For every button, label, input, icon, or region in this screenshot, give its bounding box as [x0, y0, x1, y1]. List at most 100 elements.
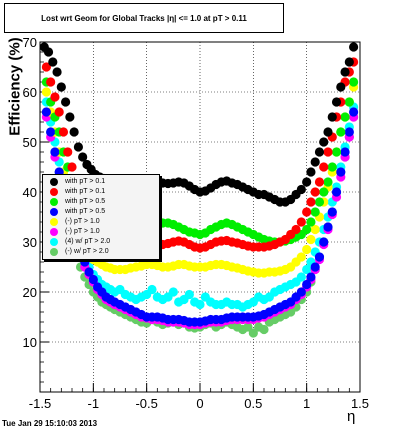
data-point	[340, 112, 350, 122]
data-point	[319, 137, 329, 147]
data-point	[73, 142, 83, 152]
legend-swatch	[50, 248, 58, 256]
data-point	[331, 97, 342, 107]
data-point	[310, 207, 320, 217]
data-point	[319, 162, 329, 172]
data-point	[327, 162, 337, 172]
data-point	[319, 187, 329, 197]
x-tick-label: 0	[196, 396, 203, 411]
legend-label: (-) pT > 1.0	[65, 228, 100, 235]
data-point	[48, 57, 58, 67]
legend-swatch	[50, 178, 58, 186]
data-point	[306, 167, 316, 177]
data-point	[65, 112, 75, 122]
chart-title: Lost wrt Geom for Global Tracks |η| <= 1…	[4, 3, 284, 33]
data-point	[41, 87, 52, 97]
data-point	[63, 147, 73, 157]
data-point	[306, 197, 316, 207]
legend-label: with pT > 0.5	[65, 198, 106, 205]
data-point	[349, 77, 359, 87]
legend-label: with pT > 0.1	[65, 178, 106, 185]
data-point	[323, 222, 333, 232]
data-point	[243, 322, 253, 332]
data-point	[168, 287, 178, 297]
data-point	[184, 289, 194, 300]
axis-ticks: -1.5 -1 -0.5 0 0.5 1 1.5 10 20 30 40 50 60 70	[23, 35, 370, 411]
data-point	[319, 237, 329, 247]
data-point	[310, 157, 320, 167]
data-point	[302, 224, 312, 235]
data-point	[296, 252, 306, 262]
data-point	[195, 299, 205, 310]
data-point	[314, 197, 325, 207]
data-point	[88, 274, 98, 285]
data-point	[56, 82, 66, 92]
legend-swatch	[50, 208, 58, 216]
data-point	[78, 152, 88, 162]
legend: with pT > 0.1 with pT > 0.1 with pT > 0.…	[42, 174, 160, 260]
data-point	[291, 224, 301, 235]
data-point	[248, 328, 258, 338]
data-point	[54, 107, 64, 117]
legend-label: with pT > 0.5	[65, 208, 106, 215]
data-point	[296, 184, 306, 195]
x-tick-label: 1.5	[351, 396, 369, 411]
data-point	[302, 207, 312, 217]
data-points	[39, 42, 359, 338]
x-tick-label: -0.5	[135, 396, 157, 411]
data-point	[344, 127, 354, 137]
legend-swatch	[50, 198, 58, 206]
legend-label: with pT > 0.1	[65, 188, 106, 195]
data-point	[306, 217, 316, 227]
data-point	[314, 252, 325, 262]
legend-swatch	[50, 228, 58, 236]
data-point	[323, 177, 333, 187]
data-point	[349, 42, 359, 52]
data-point	[41, 107, 52, 117]
data-point	[340, 147, 350, 157]
data-point	[336, 127, 346, 137]
data-point	[69, 127, 79, 137]
y-tick-label: 10	[23, 335, 37, 350]
data-point	[336, 167, 346, 177]
data-point	[52, 67, 62, 77]
data-point	[259, 324, 269, 335]
x-tick-label: -1	[88, 396, 100, 411]
data-point	[41, 62, 52, 72]
x-tick-label: 0.5	[244, 396, 262, 411]
timestamp: Tue Jan 29 15:10:03 2013	[2, 419, 98, 428]
data-point	[61, 97, 71, 107]
data-point	[50, 92, 60, 102]
legend-label: (-) w/ pT > 2.0	[65, 248, 109, 255]
data-point	[336, 82, 346, 92]
legend-swatch	[50, 188, 58, 196]
data-point	[46, 77, 56, 87]
data-point	[349, 107, 359, 117]
x-tick-label: -1.5	[29, 396, 51, 411]
data-point	[302, 177, 312, 187]
data-point	[302, 264, 312, 275]
data-point	[323, 127, 333, 137]
data-point	[67, 162, 77, 172]
x-axis-label: η	[347, 408, 356, 425]
data-point	[147, 284, 157, 295]
y-tick-label: 50	[23, 135, 37, 150]
data-point	[340, 67, 350, 77]
x-tick-label: 1	[303, 396, 310, 411]
y-tick-label: 40	[23, 185, 37, 200]
data-point	[344, 57, 354, 67]
legend-swatch	[50, 218, 58, 226]
data-point	[296, 217, 306, 227]
data-point	[314, 177, 325, 187]
data-point	[296, 272, 306, 282]
data-point	[310, 224, 320, 235]
data-point	[327, 207, 337, 217]
data-point	[43, 47, 54, 57]
data-point	[58, 127, 69, 137]
data-point	[314, 147, 325, 157]
data-point	[331, 147, 342, 157]
y-axis-label: Efficiency (%)	[6, 37, 24, 136]
data-point	[310, 262, 320, 272]
data-point	[302, 244, 312, 255]
